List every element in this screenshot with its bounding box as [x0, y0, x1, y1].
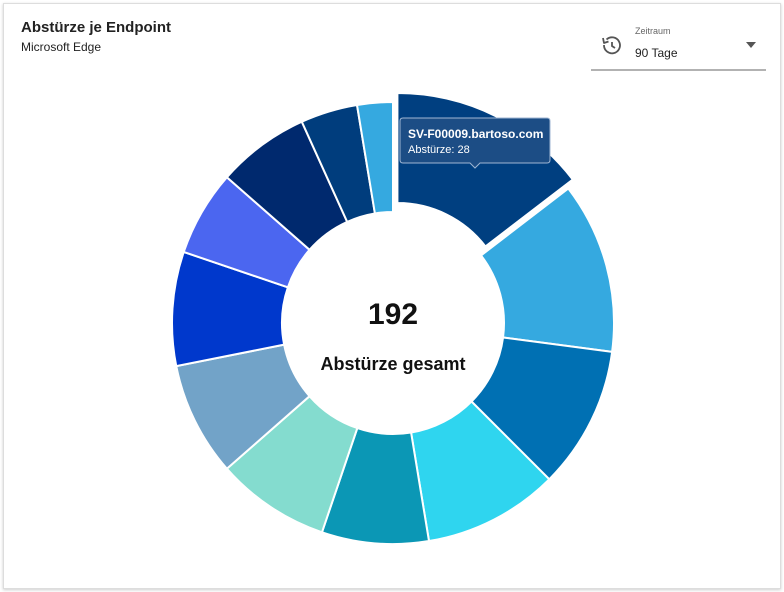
- dropdown-label: Zeitraum: [635, 26, 671, 36]
- dropdown-value: 90 Tage: [635, 46, 678, 60]
- tooltip-box: [400, 118, 550, 168]
- chart-title: Abstürze je Endpoint: [21, 19, 171, 36]
- dropdown-box[interactable]: [591, 22, 766, 72]
- period-dropdown[interactable]: Zeitraum 90 Tage: [591, 22, 766, 72]
- card: Abstürze je Endpoint Microsoft Edge Zeit…: [3, 3, 781, 589]
- tooltip-value: 28: [458, 144, 470, 156]
- tooltip-value-label: Abstürze:: [408, 144, 454, 156]
- chart: Abstürze je Endpoint Microsoft Edge Zeit…: [4, 4, 780, 588]
- chart-subtitle: Microsoft Edge: [21, 40, 101, 54]
- total-label: Abstürze gesamt: [320, 354, 465, 374]
- total-value: 192: [368, 298, 418, 331]
- tooltip-title: SV-F00009.bartoso.com: [408, 127, 543, 141]
- tooltip-text: Abstürze: 28: [408, 144, 470, 156]
- tooltip: SV-F00009.bartoso.com Abstürze: 28: [400, 118, 550, 168]
